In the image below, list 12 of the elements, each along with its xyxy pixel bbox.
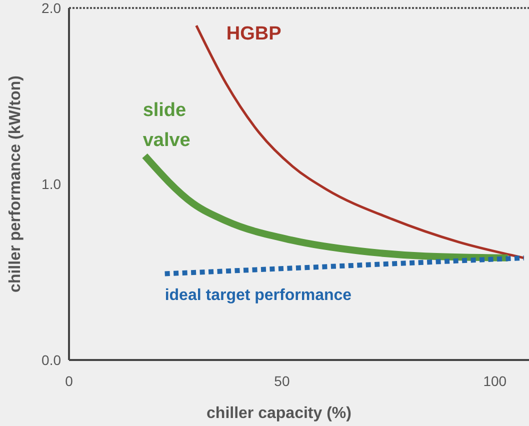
x-tick-label: 100 (483, 373, 507, 389)
x-tick-label: 0 (65, 373, 74, 389)
x-tick-label: 50 (274, 373, 290, 389)
line-series (195, 24, 526, 260)
y-axis-title: chiller performance (kW/ton) (7, 76, 24, 292)
y-tick-label: 2.0 (42, 0, 62, 16)
series-label: slide valve (142, 100, 190, 151)
series-label: HGBP (226, 24, 282, 45)
x-axis-title: chiller capacity (%) (206, 405, 352, 422)
series-label: ideal target performance (164, 286, 352, 304)
y-tick-label: 1.0 (42, 176, 62, 192)
y-tick-label: 0.0 (42, 352, 62, 368)
